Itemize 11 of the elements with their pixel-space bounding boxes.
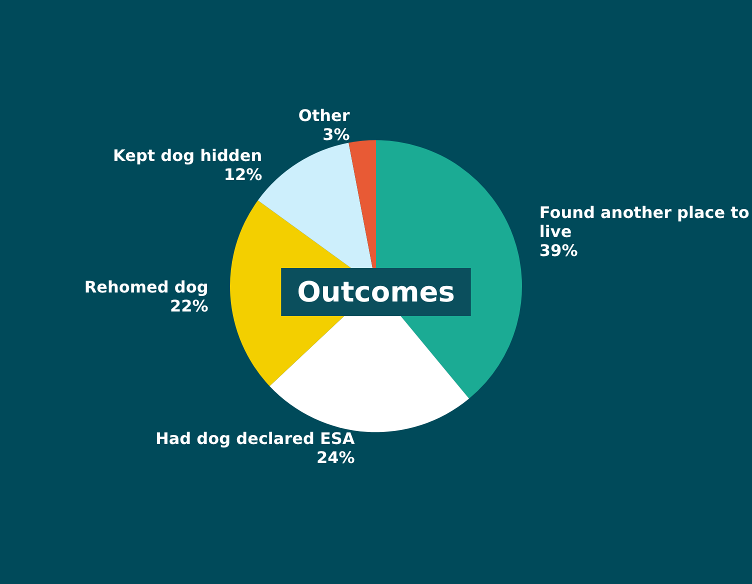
slice-label: Found another place to live: [539, 202, 752, 241]
slice-label: Had dog declared ESA: [155, 428, 356, 448]
slice-label: Other: [298, 106, 350, 125]
slice-label: Rehomed dog: [84, 277, 208, 296]
data-label: 24%: [316, 448, 355, 467]
data-label: 3%: [322, 124, 350, 144]
data-label: 12%: [224, 164, 262, 184]
slice-label: Kept dog hidden: [112, 146, 262, 165]
data-label: 22%: [170, 296, 208, 316]
text: Outcomes: [297, 276, 455, 308]
data-label: 39%: [539, 240, 578, 260]
